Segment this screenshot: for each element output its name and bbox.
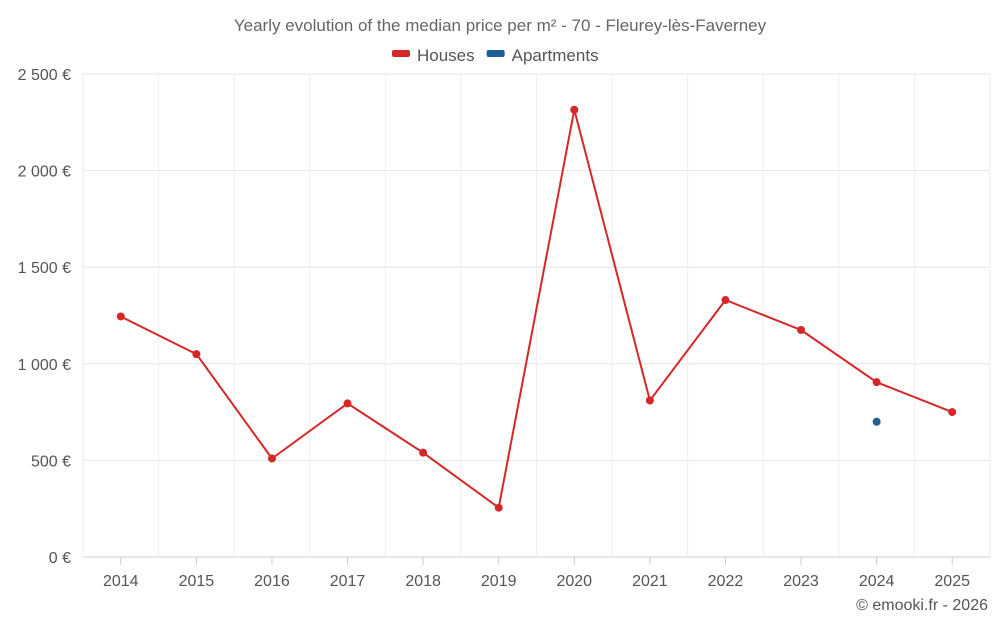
data-point[interactable]	[343, 399, 352, 408]
data-point[interactable]	[872, 417, 881, 426]
data-point[interactable]	[872, 378, 881, 387]
series-houses	[116, 105, 957, 512]
legend: Houses Apartments	[392, 46, 599, 65]
data-point[interactable]	[192, 350, 201, 359]
data-point[interactable]	[797, 325, 806, 334]
chart-title: Yearly evolution of the median price per…	[234, 16, 767, 35]
legend-swatch	[392, 50, 410, 57]
y-tick-label: 1 500 €	[18, 260, 71, 277]
credit-text: © emooki.fr - 2026	[856, 597, 988, 614]
y-tick-label: 0 €	[49, 550, 71, 567]
data-point[interactable]	[645, 396, 654, 405]
x-tick-label: 2022	[708, 573, 744, 590]
data-point[interactable]	[721, 296, 730, 305]
legend-swatch	[486, 50, 505, 57]
data-point[interactable]	[116, 312, 125, 321]
data-point[interactable]	[948, 408, 957, 417]
y-tick-label: 1 000 €	[18, 357, 71, 374]
x-tick-label: 2016	[254, 573, 290, 590]
data-point[interactable]	[494, 503, 503, 512]
x-tick-label: 2014	[103, 573, 139, 590]
x-axis: 2014 2015 2016 2017 2018 2019 2020 2021 2022 2023…	[103, 557, 970, 590]
x-tick-label: 2017	[330, 573, 366, 590]
x-tick-label: 2023	[783, 573, 819, 590]
data-point[interactable]	[570, 105, 579, 114]
legend-item-houses[interactable]: Houses	[392, 46, 475, 65]
data-point[interactable]	[419, 448, 428, 457]
x-tick-label: 2020	[556, 573, 592, 590]
legend-label: Apartments	[512, 46, 599, 65]
x-tick-label: 2024	[859, 573, 895, 590]
x-tick-label: 2015	[179, 573, 215, 590]
x-tick-label: 2018	[405, 573, 441, 590]
y-tick-label: 500 €	[31, 453, 71, 470]
series-apartments	[872, 417, 881, 426]
series-line	[120, 108, 953, 509]
legend-label: Houses	[417, 46, 475, 65]
grid	[82, 73, 991, 558]
legend-item-apartments[interactable]: Apartments	[486, 46, 599, 65]
data-point[interactable]	[267, 454, 276, 463]
x-tick-label: 2021	[632, 573, 668, 590]
x-tick-label: 2025	[934, 573, 970, 590]
series-group	[116, 105, 957, 512]
x-tick-label: 2019	[481, 573, 517, 590]
y-tick-label: 2 000 €	[18, 164, 71, 181]
y-tick-label: 2 500 €	[18, 67, 71, 84]
y-axis: 0 € 500 € 1 000 € 1 500 € 2 000 € 2 500 €	[18, 67, 71, 567]
